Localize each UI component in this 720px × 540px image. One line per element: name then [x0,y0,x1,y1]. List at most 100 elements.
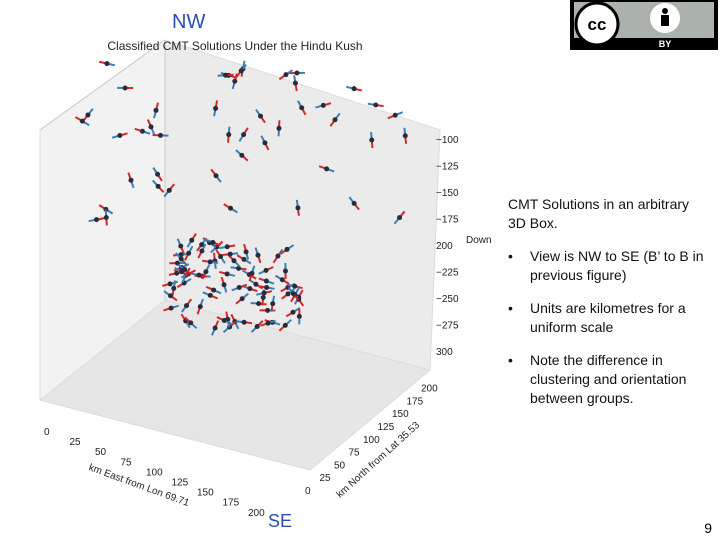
bullet-list: View is NW to SE (B’ to B in previous fi… [508,247,708,408]
glyph-dot [282,322,288,328]
glyph-dot [223,72,229,78]
glyph-dot [290,291,296,297]
glyph-dot [263,267,269,273]
north-tick-label: 100 [363,435,380,446]
glyph-dot [221,282,227,288]
glyph-dot [292,80,298,86]
box-panes [38,39,441,471]
glyph-dot [283,72,289,78]
east-tick-label: 150 [197,488,214,499]
page-number: 9 [704,520,712,536]
glyph-dot [294,70,300,76]
glyph-dot [158,132,164,138]
glyph-dot [270,301,276,307]
glyph-dot [256,301,262,307]
vertical-axis-label: Down [466,235,492,246]
glyph-dot [213,105,219,111]
glyph-dot [182,267,188,273]
glyph-dot [178,256,184,262]
glyph-dot [166,187,172,193]
glyph-dot [174,270,180,276]
north-tick-label: 150 [392,409,409,420]
east-tick-label: 50 [95,447,107,458]
glyph-dot [239,152,245,158]
bullet: View is NW to SE (B’ to B in previous fi… [508,247,708,285]
glyph-dot [351,86,357,92]
east-tick-label: 0 [44,427,50,438]
glyph-dot [265,320,271,326]
vertical-tick-label: −175 [436,215,459,226]
bullet: Note the difference in clustering and or… [508,351,708,408]
glyph-dot [196,272,202,278]
glyph-dot [253,281,259,287]
glyph-dot [104,61,110,67]
glyph-dot [213,173,219,179]
glyph-dot [241,132,247,138]
glyph-dot [221,317,227,323]
north-tick-label: 25 [320,473,332,484]
glyph-dot [254,323,260,329]
glyph-dot [299,105,305,111]
glyph-dot [197,304,203,310]
glyph-dot [155,183,161,189]
glyph-dot [332,117,338,123]
glyph-dot [284,246,290,252]
glyph-dot [178,243,184,249]
glyph-dot [279,277,285,283]
east-tick-label: 175 [223,498,240,509]
by-text: BY [659,39,672,49]
glyph-dot [168,305,174,311]
vertical-tick-label: 300 [436,347,453,358]
glyph-dot [189,237,195,243]
bullet: Units are kilometres for a uniform scale [508,299,708,337]
glyph-dot [228,205,234,211]
east-tick-label: 200 [248,508,265,519]
glyph-dot [262,140,268,146]
glyph-dot [320,102,326,108]
glyph-dot [243,249,249,255]
glyph-dot [188,320,194,326]
east-tick-label: 25 [70,437,82,448]
glyph-dot [148,124,154,130]
glyph-dot [171,285,177,291]
glyph-dot [324,166,330,172]
glyph-dot [402,133,408,139]
glyph-dot [184,303,190,309]
glyph-dot [236,265,242,271]
glyph-dot [207,259,213,265]
north-tick-label: 50 [334,460,346,471]
glyph-dot [203,269,209,275]
vertical-tick-label: −275 [436,321,459,332]
vertical-tick-label: −125 [436,162,459,173]
glyph-dot [292,283,298,289]
glyph-dot [231,258,237,264]
vertical-tick-label: −225 [436,268,459,279]
north-tick-label: 125 [378,422,395,433]
glyph-dot [247,286,253,292]
north-tick-label: 0 [305,486,311,497]
glyph-dot [369,137,375,143]
glyph-dot [155,171,161,177]
glyph-dot [295,205,301,211]
glyph-dot [263,278,269,284]
glyph-dot [264,284,270,290]
glyph-dot [258,113,264,119]
glyph-dot [224,271,230,277]
glyph-dot [276,125,282,131]
glyph-dot [282,268,288,274]
glyph-dot [290,309,296,315]
glyph-dot [199,242,205,248]
glyph-dot [207,292,213,298]
glyph-dot [275,253,281,259]
glyph-dot [255,252,261,258]
intro: CMT Solutions in an arbitrary 3D Box. [508,196,690,231]
glyph-dot [167,293,173,299]
glyph-dot [103,206,109,212]
glyph-dot [85,112,91,118]
glyph-dot [167,281,173,287]
east-tick-label: 100 [146,467,163,478]
glyph-dot [227,251,233,257]
glyph-dot [139,128,145,134]
glyph-dot [261,290,267,296]
